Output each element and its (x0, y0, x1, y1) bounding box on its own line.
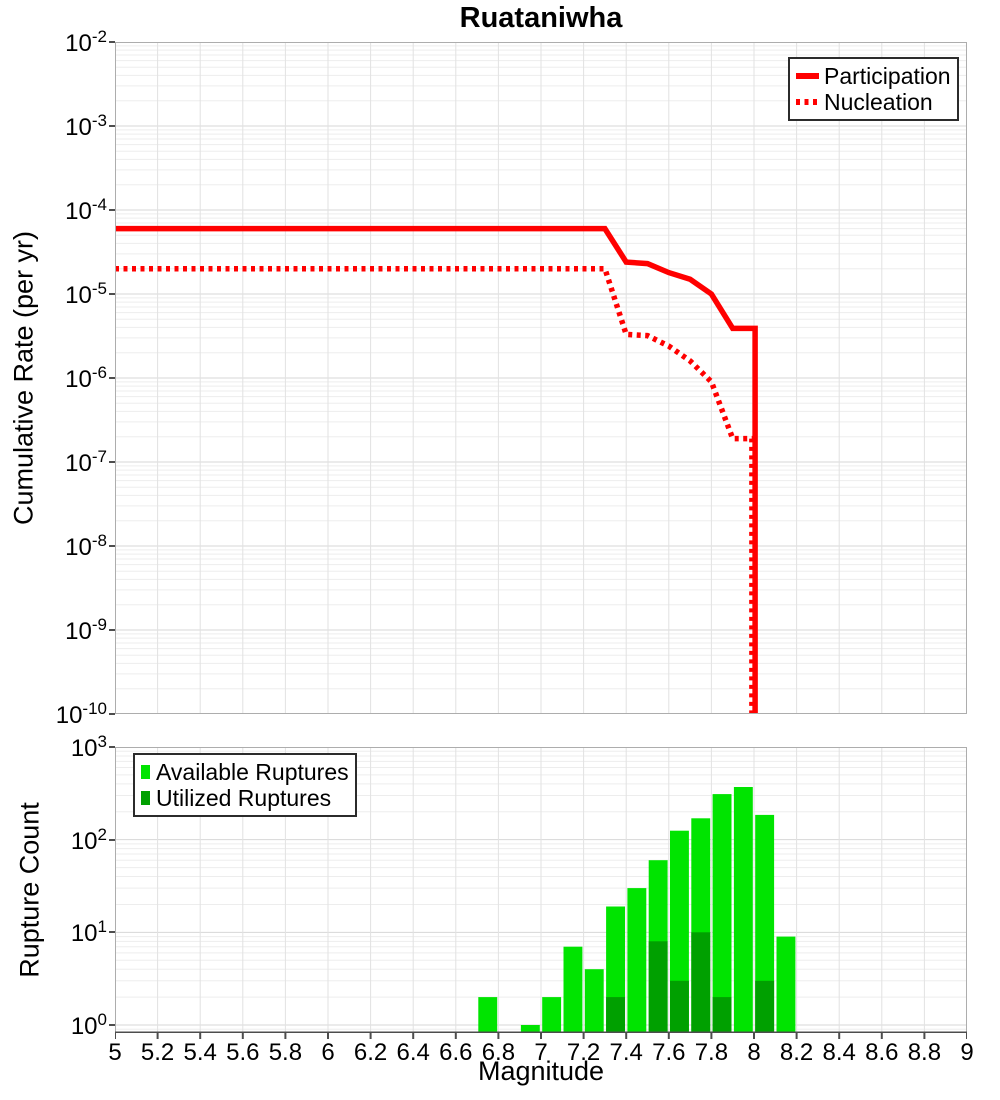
y-tick-label: 10-4 (65, 195, 107, 225)
bottom-y-axis-label: Rupture Count (14, 802, 45, 978)
x-axis-label: Magnitude (477, 1056, 605, 1086)
x-tick-label: 5 (108, 1039, 122, 1066)
x-tick-label: 5.2 (140, 1039, 175, 1066)
series-group (115, 225, 758, 714)
x-tick-label: 6.2 (353, 1039, 388, 1066)
available-bar (542, 997, 562, 1033)
y-tick-label: 10-5 (65, 279, 107, 309)
count-plot-area (115, 747, 967, 1039)
available-bar (712, 794, 732, 1033)
y-tick-mark (109, 377, 115, 379)
y-tick-label: 102 (70, 824, 107, 855)
x-tick-label: 8.2 (779, 1039, 814, 1066)
y-tick-label: 10-3 (65, 111, 107, 141)
chart-title: Ruataniwha (459, 2, 623, 34)
utilized-bar (670, 980, 689, 1033)
participation-line (115, 225, 758, 714)
x-tick-label: 7.2 (566, 1039, 601, 1066)
y-tick-label: 10-10 (55, 699, 107, 729)
y-tick-mark (109, 293, 115, 295)
available-bar (520, 1025, 540, 1033)
count-legend: Available Ruptures Utilized Ruptures (133, 753, 357, 817)
x-tick-label: 8.6 (865, 1039, 899, 1066)
plot-border (115, 42, 967, 714)
utilized-bar (606, 997, 625, 1033)
y-tick-label: 10-7 (65, 447, 107, 477)
x-tick-label: 7 (534, 1039, 548, 1066)
x-tick-label: 6.4 (396, 1039, 430, 1066)
y-tick-label: 10-8 (65, 531, 107, 561)
legend-label-nucleation: Nucleation (824, 88, 933, 115)
utilized-bar (712, 997, 732, 1033)
y-tick-mark (109, 629, 115, 631)
y-tick-label: 103 (70, 732, 107, 762)
y-tick-label: 100 (70, 1010, 107, 1040)
top-y-axis-label: Cumulative Rate (per yr) (8, 230, 39, 526)
y-tick-label: 10-6 (65, 363, 107, 393)
nucleation-line-sample (796, 99, 819, 105)
available-bar (733, 787, 753, 1033)
legend-label-participation: Participation (824, 62, 951, 89)
x-tick-label: 5.6 (226, 1039, 260, 1066)
utilized-ruptures-swatch (141, 791, 150, 805)
rate-plot-area (115, 42, 967, 714)
available-bar (563, 946, 583, 1033)
utilized-bar (691, 932, 711, 1033)
legend-row-available: Available Ruptures (141, 759, 349, 785)
y-tick-label: 10-9 (65, 615, 107, 645)
available-bar (584, 969, 604, 1033)
legend-row-utilized: Utilized Ruptures (141, 785, 349, 811)
x-tick-label: 6.6 (439, 1039, 473, 1066)
nucleation-line (115, 265, 755, 714)
y-tick-mark (109, 461, 115, 463)
y-tick-mark (109, 838, 115, 841)
y-tick-mark (109, 545, 115, 547)
y-tick-mark (109, 41, 115, 43)
y-tick-mark (109, 125, 115, 127)
x-tick-label: 7.8 (694, 1039, 729, 1066)
available-bar (478, 997, 498, 1033)
x-tick-label: 8.4 (822, 1039, 856, 1066)
participation-line-sample (796, 73, 819, 79)
utilized-bar (755, 980, 775, 1033)
available-bar (755, 814, 775, 1033)
x-tick-label: 9 (960, 1039, 974, 1066)
x-tick-label: 8 (747, 1039, 761, 1066)
x-tick-label: 7.6 (652, 1039, 686, 1066)
y-tick-mark (109, 713, 115, 715)
y-tick-label: 10-2 (65, 27, 107, 57)
rate-legend: Participation Nucleation (788, 57, 959, 121)
available-bar (776, 936, 796, 1033)
x-tick-label: 8.8 (907, 1039, 942, 1066)
y-tick-mark (109, 1024, 115, 1026)
y-tick-label: 101 (70, 917, 107, 948)
available-bar (627, 888, 647, 1033)
y-tick-mark (109, 746, 115, 748)
y-tick-mark (109, 209, 115, 211)
x-tick-label: 6 (321, 1039, 335, 1066)
utilized-bar (648, 941, 668, 1033)
x-tick-label: 7.4 (609, 1039, 643, 1066)
available-ruptures-swatch (141, 765, 150, 779)
legend-row-nucleation: Nucleation (796, 89, 951, 115)
x-tick-label: 5.4 (183, 1039, 217, 1066)
legend-row-participation: Participation (796, 63, 951, 89)
y-tick-mark (109, 931, 115, 934)
x-tick-label: 5.8 (268, 1039, 303, 1066)
legend-label-available: Available Ruptures (156, 758, 349, 785)
x-tick-label: 6.8 (481, 1039, 516, 1066)
legend-label-utilized: Utilized Ruptures (156, 784, 332, 811)
